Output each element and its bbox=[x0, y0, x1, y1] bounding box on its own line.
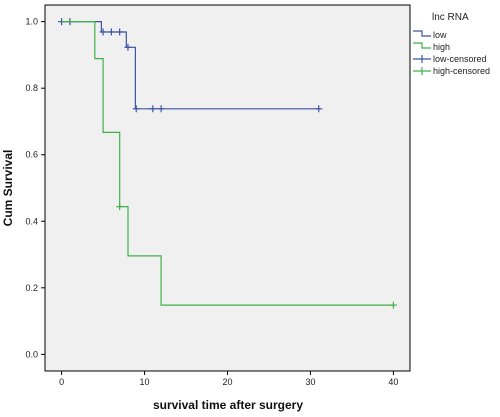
x-tick-label: 10 bbox=[140, 377, 150, 387]
x-tick-label: 20 bbox=[222, 377, 232, 387]
series-high-line bbox=[61, 21, 394, 306]
series-layer bbox=[58, 18, 397, 309]
legend-label: high bbox=[433, 42, 450, 52]
legend-items: low high low-censored high-censored bbox=[413, 30, 490, 76]
series-low-censor-mark bbox=[315, 105, 323, 113]
legend-title: lnc RNA bbox=[432, 12, 469, 23]
series-high-censor-mark bbox=[389, 301, 397, 309]
x-tick-label: 40 bbox=[388, 377, 398, 387]
legend-item-high: high bbox=[413, 42, 450, 52]
series-low-censor-mark bbox=[124, 43, 132, 51]
y-tick-label: 0.8 bbox=[25, 83, 38, 93]
x-axis-title: survival time after surgery bbox=[153, 398, 303, 412]
series-high-censor-mark bbox=[116, 203, 124, 211]
x-tick-label: 0 bbox=[59, 377, 64, 387]
series-low-censor-mark bbox=[132, 105, 140, 113]
legend-label: high-censored bbox=[433, 66, 490, 76]
x-axis: 0 10 20 30 40 bbox=[59, 371, 398, 387]
y-tick-label: 0.6 bbox=[25, 150, 38, 160]
y-tick-label: 1.0 bbox=[25, 17, 38, 27]
series-low-censor-mark bbox=[149, 105, 157, 113]
series-low-line bbox=[61, 21, 319, 110]
series-low-censor-mark bbox=[157, 105, 165, 113]
series-low-censor-mark bbox=[107, 28, 115, 36]
y-axis-title: Cum Survival bbox=[1, 150, 15, 227]
legend-item-high-censored: high-censored bbox=[413, 66, 490, 76]
legend-label: low bbox=[433, 30, 447, 40]
legend-label: low-censored bbox=[433, 54, 487, 64]
legend-item-low-censored: low-censored bbox=[413, 54, 487, 64]
legend: lnc RNA low high low-censored high-censored bbox=[413, 12, 490, 76]
x-tick-label: 30 bbox=[305, 377, 315, 387]
y-tick-label: 0.0 bbox=[25, 349, 38, 359]
legend-item-low: low bbox=[413, 30, 447, 40]
y-axis: 0.0 0.2 0.4 0.6 0.8 1.0 bbox=[25, 17, 45, 359]
plot-area bbox=[44, 4, 411, 372]
y-tick-label: 0.2 bbox=[25, 283, 38, 293]
y-tick-label: 0.4 bbox=[25, 216, 38, 226]
series-low-censor-mark bbox=[116, 28, 124, 36]
series-low-censor-mark bbox=[99, 28, 107, 36]
